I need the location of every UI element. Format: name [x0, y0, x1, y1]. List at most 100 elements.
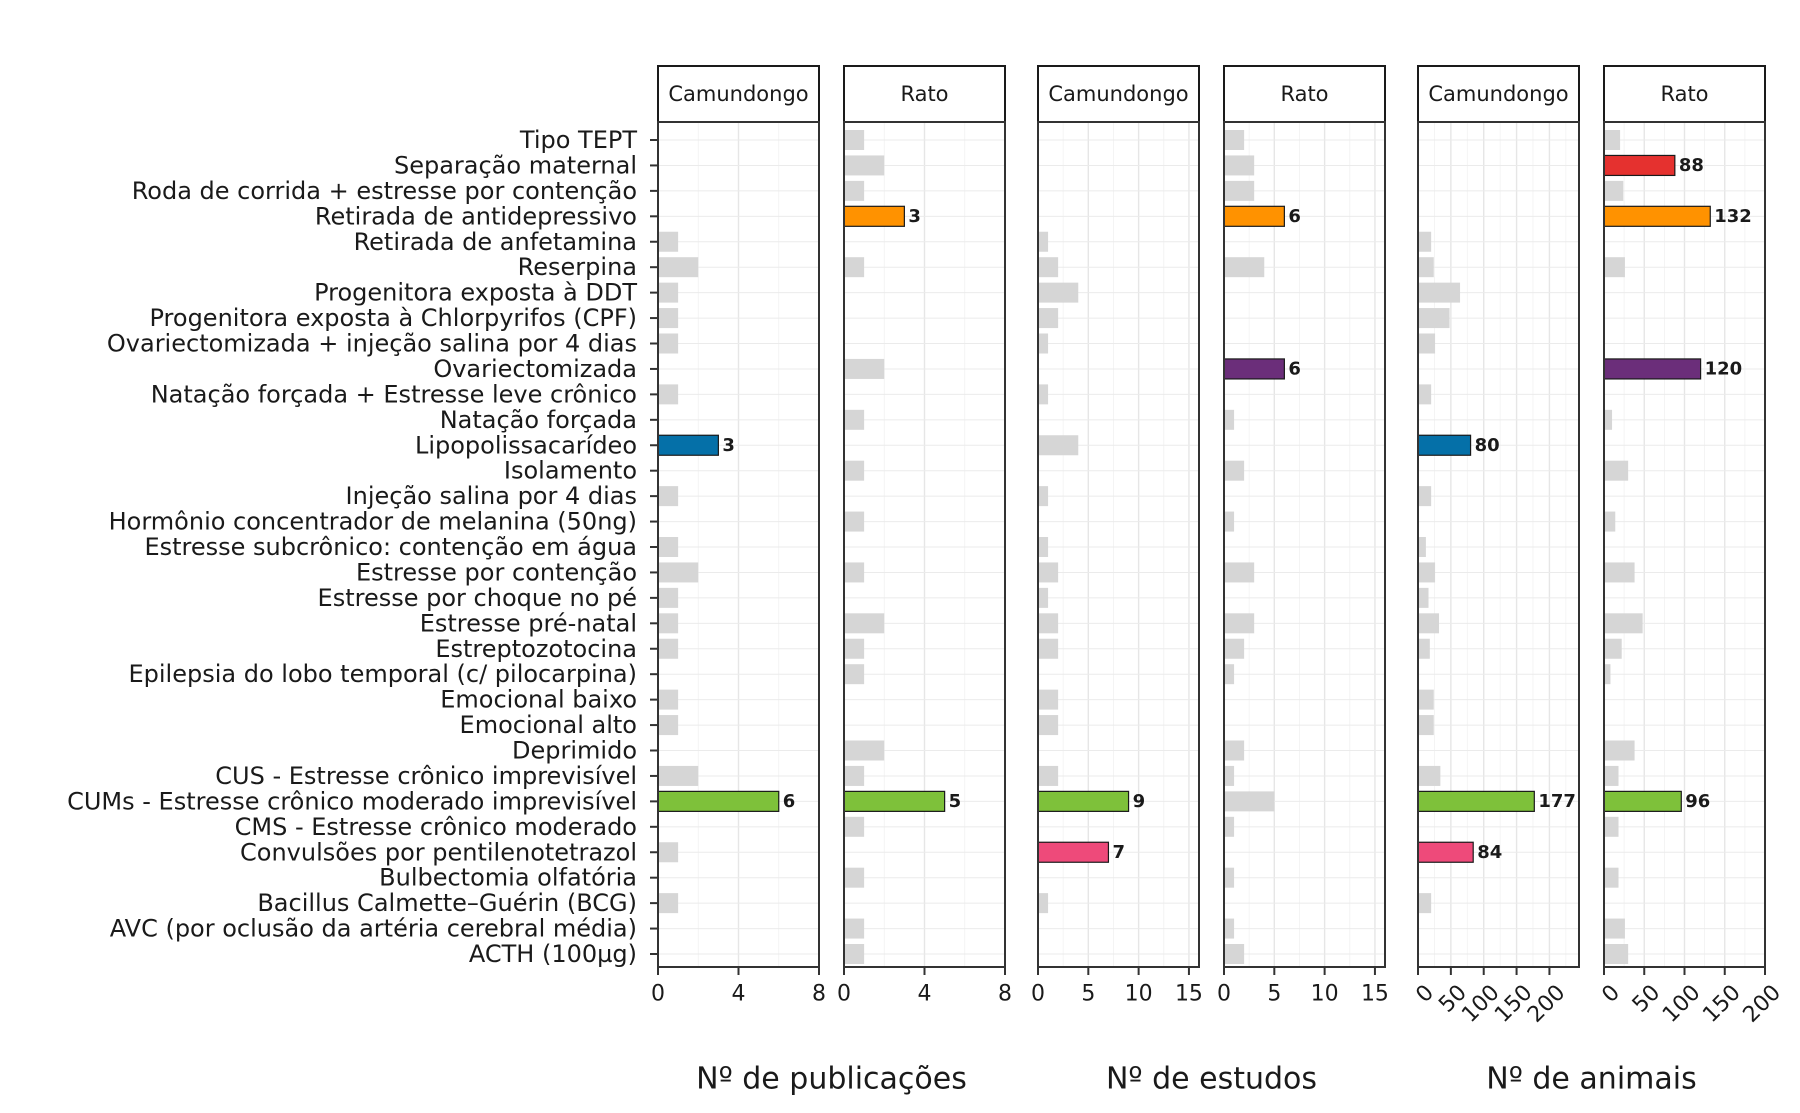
data-label: 132	[1714, 206, 1752, 227]
bar	[658, 715, 679, 736]
x-axis-title: Nº de publicações	[696, 1062, 967, 1097]
panel-strip	[1603, 65, 1766, 123]
category-label: Epilepsia do lobo temporal (c/ pilocarpi…	[128, 660, 637, 688]
category-label: Emocional baixo	[440, 686, 637, 714]
bar	[1038, 765, 1059, 786]
highlighted-bar	[1223, 205, 1285, 227]
bar	[1224, 791, 1275, 812]
bar	[1604, 944, 1629, 964]
highlighted-bar	[843, 205, 905, 227]
bar	[1604, 460, 1629, 481]
panel-border	[1417, 121, 1580, 968]
bar	[1038, 333, 1049, 354]
category-label: Estresse pré-natal	[420, 609, 637, 637]
panel-strip	[1223, 65, 1386, 123]
category-label: Retirada de antidepressivo	[315, 202, 637, 230]
bar	[844, 867, 865, 888]
category-label: Progenitora exposta à DDT	[314, 279, 637, 307]
bar	[1604, 130, 1621, 150]
bar	[1604, 257, 1625, 278]
data-label: 6	[1288, 206, 1301, 227]
x-tick-label: 4	[732, 982, 746, 1007]
x-tick-label: 0	[1411, 980, 1439, 1008]
bar	[1224, 180, 1255, 201]
bar	[1604, 180, 1624, 201]
category-label: Reserpina	[518, 253, 637, 281]
category-label: Isolamento	[504, 457, 637, 485]
bar	[844, 765, 865, 786]
bar	[844, 816, 865, 837]
category-label: Estresse subcrônico: contenção em água	[144, 533, 637, 561]
data-label: 7	[1112, 842, 1125, 863]
highlighted-bar	[657, 790, 780, 812]
x-tick-label: 200	[1739, 980, 1786, 1027]
category-label: Estreptozotocina	[435, 635, 637, 663]
bar	[844, 358, 885, 379]
bar	[1418, 893, 1432, 914]
bar	[1604, 638, 1622, 659]
bar	[1418, 689, 1434, 710]
bar	[1038, 689, 1059, 710]
highlighted-bar	[843, 790, 946, 812]
bar	[1604, 816, 1619, 837]
bar	[658, 257, 699, 278]
category-label: Injeção salina por 4 dias	[346, 482, 637, 510]
highlighted-bar	[1603, 205, 1711, 227]
category-label: Roda de corrida + estresse por contenção	[132, 177, 637, 205]
bar	[658, 384, 679, 405]
data-label: 9	[1133, 791, 1146, 812]
panel-strip	[657, 65, 820, 123]
bar	[1418, 257, 1434, 278]
panel-background	[1418, 122, 1579, 967]
panel-strip-label: Rato	[1660, 82, 1708, 106]
bar	[1418, 486, 1432, 507]
x-tick-label: 10	[1125, 982, 1153, 1007]
panel-border	[1037, 121, 1200, 968]
bar	[1224, 918, 1235, 939]
x-tick-label: 4	[918, 982, 932, 1007]
x-tick-label: 200	[1523, 980, 1570, 1027]
bar	[1604, 867, 1619, 888]
category-label: Convulsões por pentilenotetrazol	[240, 838, 637, 866]
bar	[658, 842, 679, 863]
bar	[1418, 231, 1432, 252]
bar	[1038, 308, 1059, 329]
category-label: CUMs - Estresse crônico moderado imprevi…	[67, 787, 637, 815]
bar	[1038, 715, 1059, 736]
category-label: Natação forçada	[440, 406, 637, 434]
bar	[1604, 765, 1619, 786]
category-label: AVC (por oclusão da artéria cerebral méd…	[110, 915, 637, 943]
bar	[658, 282, 679, 303]
highlighted-bar	[1603, 790, 1682, 812]
bar	[1604, 613, 1643, 634]
bar	[1224, 257, 1265, 278]
bar	[658, 308, 679, 329]
category-label: Progenitora exposta à Chlorpyrifos (CPF)	[150, 304, 638, 332]
bar	[1038, 486, 1049, 507]
bar	[1224, 765, 1235, 786]
bar	[1418, 613, 1440, 634]
category-label: Deprimido	[512, 737, 637, 765]
bar	[1038, 435, 1079, 456]
bar	[1224, 409, 1235, 430]
category-label: Separação maternal	[394, 151, 637, 179]
panel-strip-label: Rato	[900, 82, 948, 106]
highlighted-bar	[1417, 841, 1474, 863]
bar	[1038, 638, 1059, 659]
bar	[1224, 511, 1235, 532]
panel-strip-label: Camundongo	[1048, 82, 1188, 106]
bar	[844, 257, 865, 278]
bar	[844, 918, 865, 939]
bar	[844, 130, 865, 150]
data-label: 84	[1477, 842, 1502, 863]
data-label: 5	[949, 791, 962, 812]
x-axis-title: Nº de animais	[1486, 1062, 1696, 1097]
highlighted-bar	[1603, 358, 1702, 380]
panel-strip-label: Rato	[1280, 82, 1328, 106]
data-label: 3	[722, 435, 735, 456]
bar	[658, 613, 679, 634]
bar	[844, 460, 865, 481]
x-tick-label: 15	[1361, 982, 1389, 1007]
bar	[1224, 740, 1245, 761]
bar	[1604, 409, 1613, 430]
